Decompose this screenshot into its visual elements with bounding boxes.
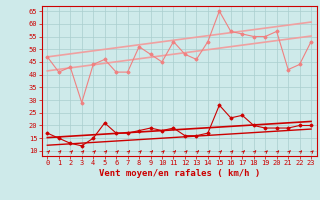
X-axis label: Vent moyen/en rafales ( km/h ): Vent moyen/en rafales ( km/h ): [99, 169, 260, 178]
